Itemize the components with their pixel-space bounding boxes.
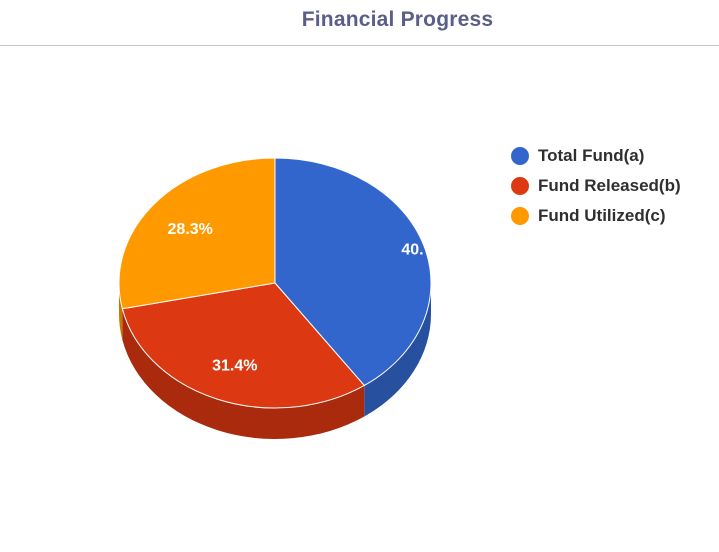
pie-slice-fund-released[interactable] [121,282,366,409]
legend-swatch-fund-utilized [511,207,529,225]
legend-item-total-fund[interactable]: Total Fund(a) [511,141,681,171]
legend-label-total-fund: Total Fund(a) [538,146,645,165]
pie-data-labels: 40. 31.4% 28.3% [168,221,424,374]
legend-item-fund-utilized[interactable]: Fund Utilized(c) [511,201,681,231]
legend-label-fund-utilized: Fund Utilized(c) [538,206,666,225]
pie-slice-fund-utilized[interactable] [118,157,276,310]
legend-swatch-fund-released [511,177,529,195]
legend-item-fund-released[interactable]: Fund Released(b) [511,171,681,201]
pie-side-total-fund [364,283,431,417]
pie-slice-total-fund[interactable] [274,157,432,387]
chart-title: Financial Progress [301,8,494,31]
legend-label-fund-released: Fund Released(b) [538,176,681,195]
legend: Total Fund(a) Fund Released(b) Fund Util… [511,141,681,231]
legend-swatch-total-fund [511,147,529,165]
pie-side-fund-released [122,308,365,440]
data-label-fund-released: 31.4% [212,357,257,374]
pie-slices [118,157,432,409]
data-label-fund-utilized: 28.3% [168,221,213,238]
title-divider [0,45,719,46]
data-label-total-fund: 40. [401,241,423,258]
